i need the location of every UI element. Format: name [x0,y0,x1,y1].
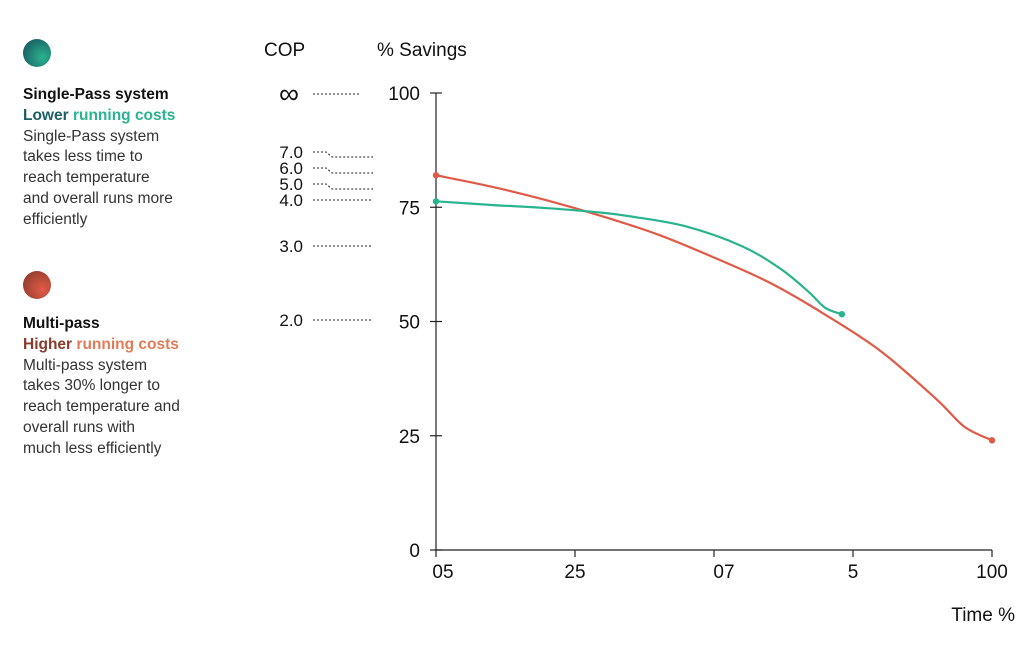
multi-pass-legend-swatch [23,271,51,299]
y-tick-label: 25 [399,427,420,448]
single-pass-subtitle-a: Lower [23,106,73,124]
x-tick-label: 07 [713,562,734,583]
single-pass-subtitle-b: running costs [72,106,176,124]
cop-tick-label: 3.0 [279,237,303,256]
single-pass-description: Single-Pass system takes less time to re… [23,127,213,231]
chart-series [432,172,996,444]
single-pass-system-line [435,200,843,316]
single-pass-system-end-point [838,310,846,318]
single-pass-legend: Single-Pass system Lower running costs S… [23,85,213,231]
multi-pass-desc-line: reach temperature and [23,398,180,416]
cop-leader-line [313,151,373,158]
x-tick-label: 05 [432,562,453,583]
multi-pass-title: Multi-pass [23,315,100,332]
y-tick-label: 50 [399,313,420,334]
cop-tick-label: 4.0 [279,191,303,210]
cop-tick-label: 2.0 [279,311,303,330]
x-tick-label: 100 [976,562,1008,583]
multi-pass-desc-line: takes 30% longer to [23,377,161,395]
x-axis-label: Time % [951,605,1015,626]
multi-pass-subtitle-b: running costs [76,335,179,353]
chart-axes: 0 25 50 75 100 05 25 07 5 100 [388,84,1008,583]
multi-pass-description: Multi-pass system takes 30% longer to re… [23,356,213,460]
y-tick-label: 100 [388,84,420,105]
cop-axis-label: COP [264,40,306,61]
multi-pass-legend: Multi-pass Higher running costs Multi-pa… [23,314,213,460]
multi-pass-desc-line: much less efficiently [23,439,162,457]
cop-scale: ∞ 7.06.05.04.0 3.0 2.0 [279,78,373,330]
x-tick-label: 5 [848,562,859,583]
cop-tick-label: ∞ [279,78,299,109]
y-tick-label: 0 [409,541,420,562]
cop-tick-label: 5.0 [279,175,303,194]
multi-pass-desc-line: Multi-pass system [23,356,148,374]
cop-leader-line [313,183,373,190]
multi-pass-desc-line: overall runs with [23,418,135,436]
single-pass-legend-swatch [23,39,51,67]
single-pass-desc-line: Single-Pass system [23,127,160,145]
cop-tick-label: 7.0 [279,143,303,162]
single-pass-desc-line: efficiently [23,210,88,228]
single-pass-subtitle: Lower running costs [23,106,213,127]
multi-pass-end-point [988,437,996,444]
single-pass-system-start-point [432,198,440,205]
cop-tick-label: 6.0 [279,159,303,178]
cop-leader-line [313,167,373,174]
savings-axis-label: % Savings [377,40,467,61]
single-pass-title: Single-Pass system [23,86,169,103]
multi-pass-start-point [432,172,440,179]
y-tick-label: 75 [399,198,420,219]
x-tick-label: 25 [564,562,585,583]
single-pass-desc-line: and overall runs more [23,189,173,207]
single-pass-desc-line: takes less time to [23,148,143,166]
single-pass-desc-line: reach temperature [23,169,150,187]
multi-pass-line [435,174,993,442]
multi-pass-subtitle-a: Higher [23,335,77,353]
multi-pass-subtitle: Higher running costs [23,335,213,356]
